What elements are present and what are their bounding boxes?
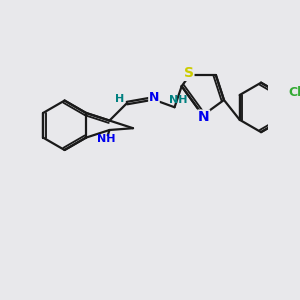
Text: S: S [184,66,194,80]
Text: N: N [198,110,209,124]
Text: H: H [115,94,124,104]
Text: N: N [149,92,159,104]
Text: Cl: Cl [288,86,300,99]
Text: NH: NH [169,95,187,105]
Text: NH: NH [97,134,115,144]
